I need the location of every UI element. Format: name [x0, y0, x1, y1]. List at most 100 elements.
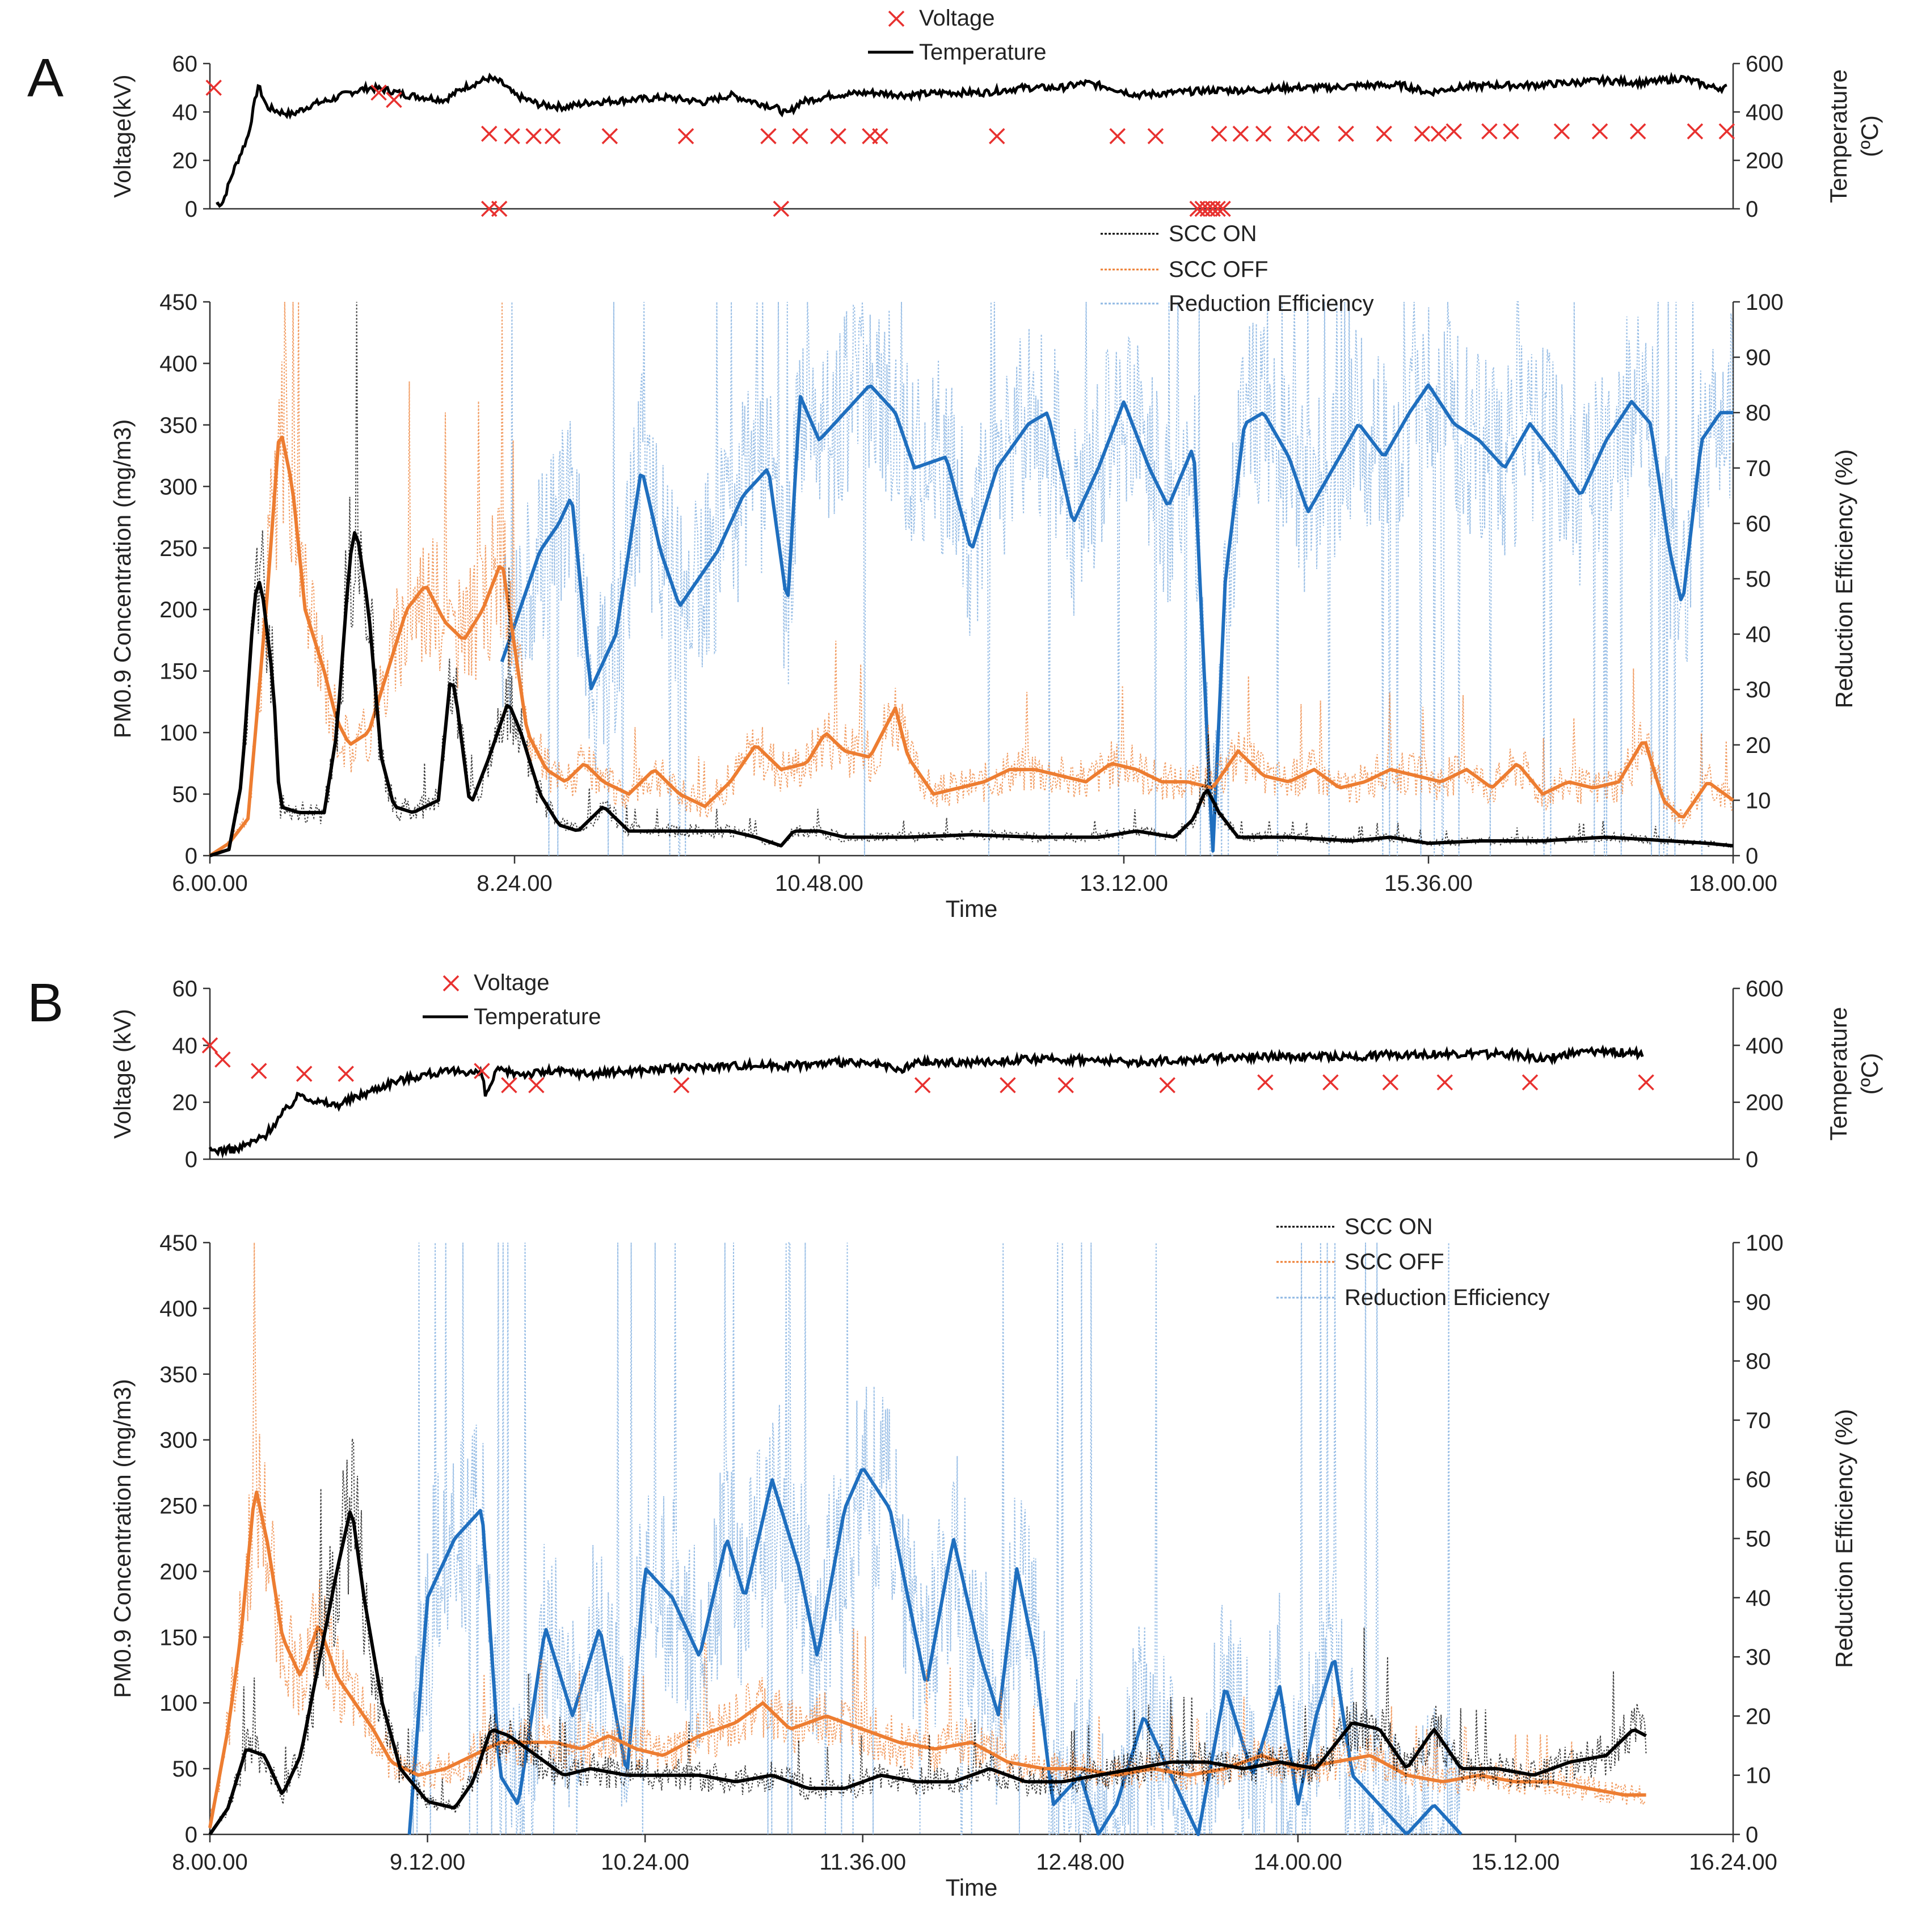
- voltage-marker: [914, 1077, 931, 1093]
- voltage-marker-stroke: [1382, 1074, 1399, 1091]
- series-line-scc-off: [209, 435, 1734, 857]
- legend-label-reduction-efficiency: Reduction Efficiency: [1169, 291, 1374, 316]
- y-tick-label-right: 40: [1746, 622, 1771, 647]
- y-tick-label-right: 40: [1746, 1586, 1771, 1611]
- voltage-marker: [677, 128, 694, 145]
- voltage-marker: [338, 1066, 354, 1082]
- y-tick-label-left: 450: [159, 290, 197, 315]
- voltage-marker-stroke: [1503, 123, 1519, 140]
- y-axis-unit-right: (ºC): [1856, 115, 1883, 157]
- y-tick-label-left: 100: [159, 1691, 197, 1716]
- y-axis-title-left: Voltage(kV): [109, 74, 136, 197]
- y-tick-label-left: 0: [185, 844, 197, 869]
- voltage-marker: [1503, 123, 1519, 140]
- x-axis-title: Time: [946, 895, 998, 922]
- voltage-marker: [1436, 1074, 1453, 1091]
- voltage-marker-stroke: [1000, 1077, 1016, 1093]
- voltage-marker: [1210, 200, 1226, 217]
- y-tick-label-right: 50: [1746, 567, 1771, 592]
- y-tick-label-right: 30: [1746, 1645, 1771, 1670]
- series-line-scc-off: [208, 1490, 1646, 1828]
- voltage-marker-stroke: [481, 125, 498, 142]
- voltage-marker-stroke: [544, 128, 561, 145]
- y-tick-label-left: 60: [172, 976, 198, 1001]
- voltage-marker: [481, 125, 498, 142]
- voltage-marker: [491, 200, 508, 217]
- y-tick-label-right: 80: [1746, 1349, 1771, 1374]
- panel-a-label: A: [27, 48, 64, 108]
- voltage-marker: [1303, 125, 1320, 142]
- y-tick-label-right: 600: [1746, 976, 1784, 1001]
- legend-label-voltage: Voltage: [474, 970, 549, 995]
- y-axis-title-right: Reduction Efficiency (%): [1831, 1409, 1857, 1668]
- y-tick-label-right: 80: [1746, 401, 1771, 426]
- voltage-marker: [1257, 1074, 1274, 1091]
- voltage-marker-stroke: [1338, 125, 1354, 142]
- y-tick-label-left: 450: [159, 1231, 197, 1256]
- voltage-marker: [296, 1066, 313, 1082]
- y-tick-label-left: 150: [159, 659, 197, 684]
- voltage-marker-stroke: [1718, 123, 1735, 140]
- voltage-marker: [1718, 123, 1735, 140]
- voltage-marker: [1000, 1077, 1016, 1093]
- voltage-marker: [1382, 1074, 1399, 1091]
- series-raw-reduction-efficiency: [409, 1242, 1462, 1836]
- x-tick-label: 10.48.00: [775, 871, 863, 896]
- voltage-marker-stroke: [1109, 128, 1126, 145]
- y-tick-label-right: 20: [1746, 1704, 1771, 1729]
- voltage-marker-stroke: [525, 128, 542, 145]
- voltage-marker: [1553, 123, 1570, 140]
- voltage-marker-stroke: [1446, 123, 1462, 140]
- voltage-marker-stroke: [474, 1063, 490, 1079]
- voltage-marker-stroke: [491, 200, 508, 217]
- voltage-marker-stroke: [1553, 123, 1570, 140]
- voltage-marker: [1232, 125, 1249, 142]
- voltage-marker-stroke: [1522, 1074, 1539, 1091]
- voltage-marker-stroke: [205, 79, 222, 96]
- x-tick-label: 13.12.00: [1080, 871, 1168, 896]
- voltage-marker: [474, 1063, 490, 1079]
- voltage-marker: [501, 1077, 517, 1093]
- voltage-marker: [830, 128, 846, 145]
- voltage-marker-stroke: [1215, 200, 1231, 217]
- y-tick-label-right: 20: [1746, 733, 1771, 758]
- y-tick-label-right: 10: [1746, 1763, 1771, 1788]
- voltage-marker-stroke: [1430, 125, 1447, 142]
- x-tick-label: 15.36.00: [1384, 871, 1473, 896]
- x-axis-title: Time: [946, 1874, 998, 1901]
- voltage-marker-stroke: [1591, 123, 1608, 140]
- legend: Voltage Temperature: [868, 6, 1047, 65]
- voltage-marker: [872, 128, 888, 145]
- x-tick-label: 8.24.00: [477, 871, 552, 896]
- y-tick-label-left: 40: [172, 100, 198, 125]
- voltage-marker-stroke: [1629, 123, 1646, 140]
- temperature-line: [216, 71, 1727, 208]
- voltage-marker: [760, 128, 777, 145]
- y-tick-label-left: 400: [159, 351, 197, 376]
- legend-voltage-marker: [443, 975, 460, 992]
- y-tick-label-left: 0: [185, 1147, 197, 1172]
- voltage-marker-stroke: [914, 1077, 931, 1093]
- legend-label-scc-on: SCC ON: [1345, 1214, 1433, 1239]
- series-line-reduction-efficiency: [500, 383, 1733, 853]
- legend-label-scc-on: SCC ON: [1169, 221, 1257, 246]
- voltage-marker: [1147, 128, 1164, 145]
- voltage-marker: [1109, 128, 1126, 145]
- voltage-marker: [544, 128, 561, 145]
- y-tick-label-left: 50: [172, 782, 198, 807]
- voltage-marker: [370, 84, 387, 101]
- voltage-marker-stroke: [677, 128, 694, 145]
- x-tick-label: 15.12.00: [1472, 1850, 1560, 1875]
- voltage-marker-stroke: [1211, 125, 1228, 142]
- panel-b-label: B: [27, 973, 64, 1033]
- legend-label-temperature: Temperature: [474, 1004, 601, 1029]
- y-tick-label-left: 200: [159, 1559, 197, 1584]
- voltage-marker-stroke: [1638, 1074, 1654, 1091]
- voltage-marker: [1629, 123, 1646, 140]
- x-tick-label: 9.12.00: [390, 1850, 465, 1875]
- y-tick-label-right: 400: [1746, 1033, 1784, 1058]
- y-axis-title-right: Temperature: [1825, 1007, 1852, 1141]
- voltage-marker-stroke: [1210, 200, 1226, 217]
- y-tick-label-right: 0: [1746, 197, 1758, 222]
